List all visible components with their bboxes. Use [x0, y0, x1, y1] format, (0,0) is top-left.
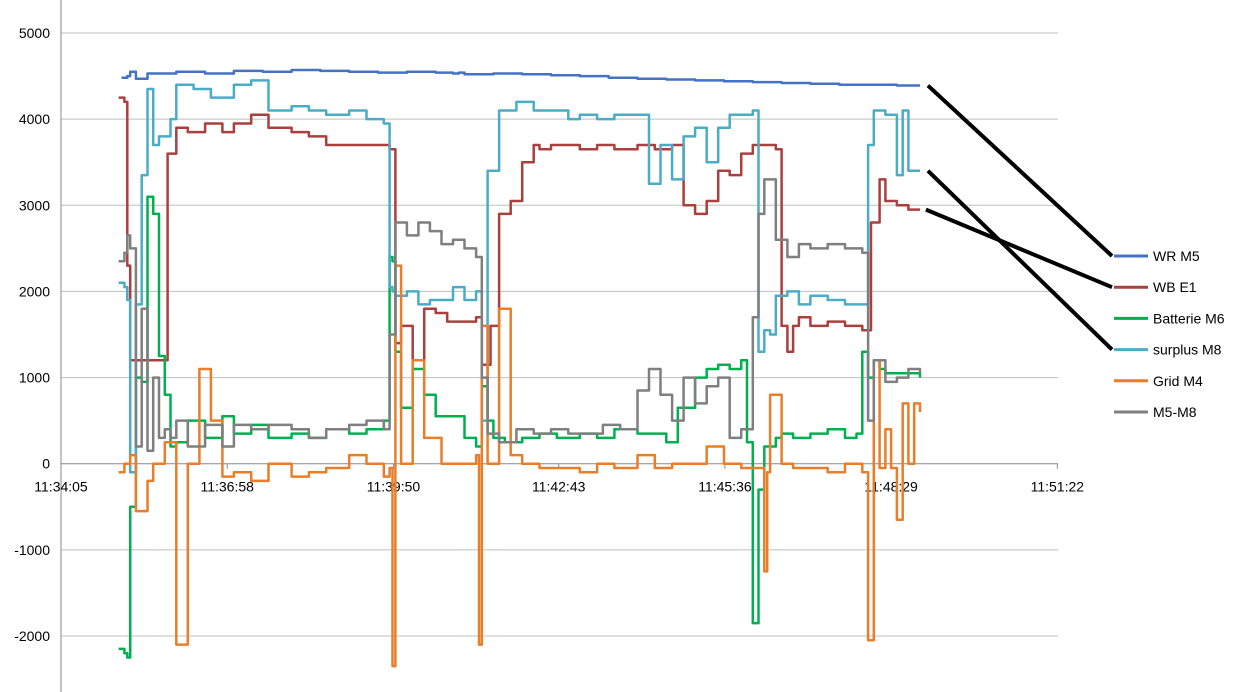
- legend-label: WR M5: [1153, 248, 1200, 264]
- legend-callout-line: [926, 84, 1114, 258]
- y-tick-label: 3000: [19, 197, 50, 213]
- x-tick-labels: 11:34:05 11:36:58 11:39:50 11:42:43 11:45:36…: [34, 463, 1085, 495]
- series-line-wb-e1: [118, 96, 920, 366]
- legend-label: Batterie M6: [1153, 310, 1225, 326]
- legend-callout-line: [926, 169, 1114, 352]
- y-tick-label: -2000: [14, 628, 50, 644]
- x-tick-label: 11:42:43: [532, 479, 586, 495]
- legend-label: surplus M8: [1153, 342, 1222, 358]
- x-tick-label: 11:48:29: [864, 479, 918, 495]
- legend-label: WB E1: [1153, 279, 1197, 295]
- grid-lines: [61, 32, 1058, 637]
- series-line-grid-m4: [118, 264, 922, 668]
- x-tick-label: 11:51:22: [1031, 479, 1085, 495]
- series-line-surplus-m8: [118, 79, 920, 474]
- legend: WR M5 WB E1 Batterie M6 surplus M8 Grid M4 M5…: [1114, 248, 1225, 420]
- y-tick-label: 4000: [19, 111, 50, 127]
- series-line-m5-m8: [118, 178, 922, 453]
- series-line-batterie-m6: [118, 195, 922, 659]
- legend-label: M5-M8: [1153, 404, 1197, 420]
- x-tick-label: 11:34:05: [34, 479, 88, 495]
- legend-callout-line: [925, 207, 1113, 290]
- legend-label: Grid M4: [1153, 373, 1203, 389]
- series-lines: [118, 68, 922, 668]
- y-tick-label: -1000: [14, 542, 50, 558]
- y-tick-labels: -2000 -1000 0 1000 2000 3000 4000 5000: [14, 25, 50, 644]
- x-tick-label: 11:45:36: [698, 479, 752, 495]
- series-line-wr-m5: [121, 68, 920, 87]
- y-tick-label: 5000: [19, 25, 50, 41]
- y-tick-label: 1000: [19, 370, 50, 386]
- x-tick-label: 11:36:58: [200, 479, 254, 495]
- y-tick-label: 0: [42, 456, 50, 472]
- y-tick-label: 2000: [19, 283, 50, 299]
- legend-callout-lines: [925, 84, 1114, 352]
